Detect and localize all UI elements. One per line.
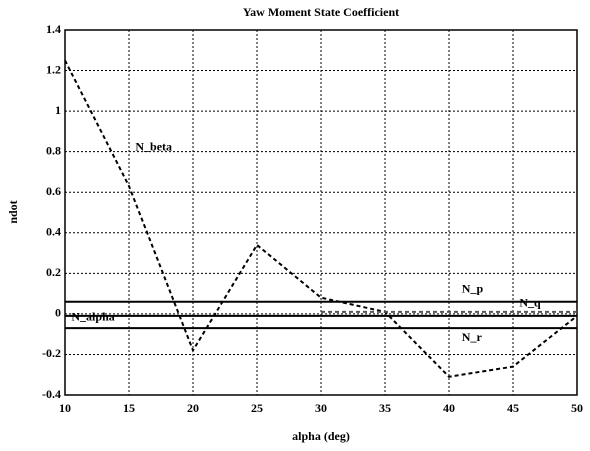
y-tick-label: 1	[55, 103, 61, 117]
x-tick-label: 45	[507, 401, 519, 415]
series-label: N_alpha	[71, 310, 114, 324]
x-tick-label: 20	[187, 401, 199, 415]
y-tick-label: 0	[55, 306, 61, 320]
chart-title: Yaw Moment State Coefficient	[243, 5, 399, 19]
series-label: N_r	[462, 330, 483, 344]
y-tick-label: 0.4	[46, 225, 61, 239]
y-tick-label: 1.4	[46, 22, 61, 36]
y-tick-label: 0.6	[46, 184, 61, 198]
y-tick-label: 0.8	[46, 143, 61, 157]
y-tick-label: 1.2	[46, 62, 61, 76]
series-label: N_beta	[135, 139, 172, 153]
y-axis-label: ndot	[6, 200, 20, 223]
series-line	[64, 59, 578, 378]
series-label: N_p	[462, 281, 484, 295]
x-tick-label: 10	[59, 401, 71, 415]
x-axis-label: alpha (deg)	[292, 429, 350, 443]
series-label: N_q	[519, 296, 541, 310]
plot-frame	[64, 29, 578, 396]
x-tick-label: 35	[379, 401, 391, 415]
x-tick-label: 30	[315, 401, 327, 415]
y-tick-label: -0.4	[42, 387, 61, 401]
x-tick-label: 50	[571, 401, 583, 415]
x-tick-label: 40	[443, 401, 455, 415]
x-tick-label: 15	[123, 401, 135, 415]
y-tick-label: -0.2	[42, 346, 61, 360]
y-tick-label: 0.2	[46, 265, 61, 279]
x-tick-label: 25	[251, 401, 263, 415]
